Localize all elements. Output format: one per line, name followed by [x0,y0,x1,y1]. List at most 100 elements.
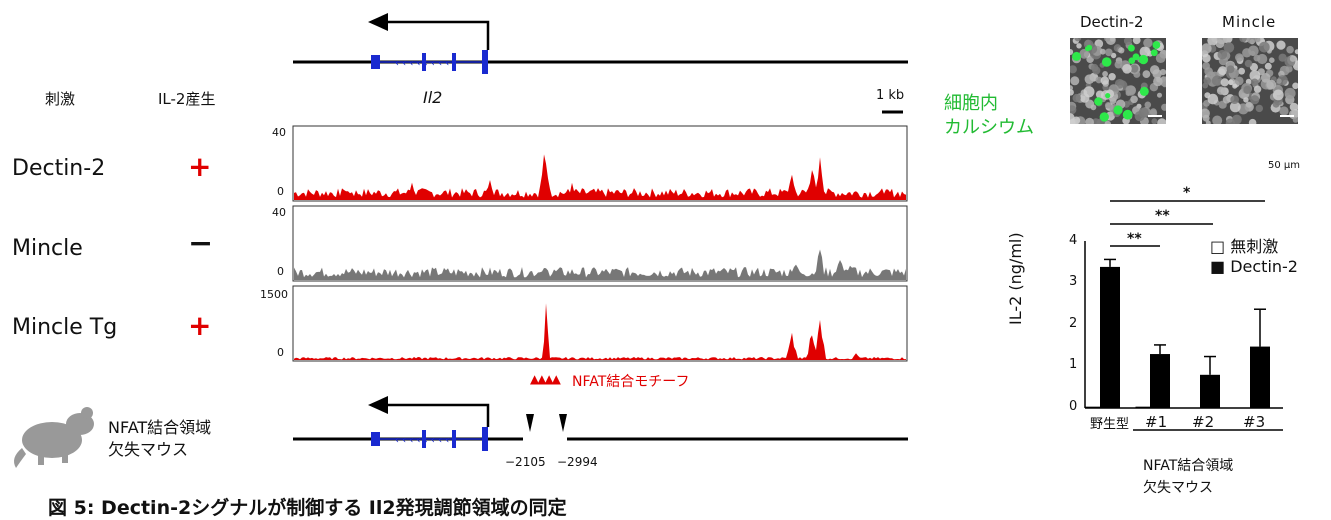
cell [1130,95,1138,104]
cell [1264,62,1272,70]
image-scale-label: 50 μm [1268,160,1301,171]
cell [1230,95,1239,104]
cell [1258,41,1270,53]
bar-unstimulated [1135,406,1151,409]
cell [1234,76,1244,86]
cell [1289,55,1296,62]
cell [1096,41,1103,47]
sig-label-2: ** [1155,208,1170,224]
cell [1104,120,1111,124]
cell [1114,60,1123,69]
calcium-image-dectin2 [1070,38,1166,124]
cell [1105,48,1113,57]
track2-ymin: 0 [277,265,284,278]
legend-unstimulated-label: 無刺激 [1230,237,1279,256]
cell [1157,92,1162,98]
row-sign-mincle: − [188,226,214,261]
calcium-label-2: カルシウム [944,117,1034,138]
cell [1243,85,1252,94]
cell [1276,78,1282,84]
cell [1161,103,1166,111]
deletion-pos-2105: −2105 [505,455,546,469]
gene-model-knockout: ‹ ‹ ‹ ‹ ‹ ‹ ‹ ‹ [293,396,908,451]
calcium-panel2-title: Mincle [1222,13,1277,31]
cell [1108,73,1116,81]
cell [1070,89,1074,96]
calcium-spot [1094,97,1103,106]
cell [1223,42,1235,53]
cell [1090,104,1097,111]
calcium-spot [1128,57,1136,64]
cell [1279,106,1289,116]
track1-ymax: 40 [272,126,286,139]
scale-bar-label: 1 kb [876,88,905,103]
bar-dectin2 [1250,346,1270,408]
il2-bar-chart [1084,200,1283,431]
calcium-spot [1150,49,1158,57]
cell [1269,57,1275,63]
row-label-dectin2: Dectin-2 [12,156,106,181]
stimulus-header: 刺激 [45,90,76,108]
il2-production-header: IL-2産生 [158,90,216,108]
cell [1132,38,1141,45]
ytick-2: 2 [1069,316,1078,331]
chart-ylabel: IL-2 (ng/ml) [1006,232,1025,325]
cell [1070,113,1075,123]
cell [1083,86,1095,98]
calcium-spot [1113,105,1123,115]
cell [1150,65,1160,75]
cell [1095,76,1103,84]
cell [1085,117,1094,124]
cell [1202,114,1210,122]
cell [1139,46,1151,58]
cell [1109,38,1116,42]
cell [1102,71,1108,77]
signal-area [294,154,906,200]
track-frame-1 [292,125,908,202]
track-mincle-tg-signal [294,303,906,360]
cell [1070,76,1080,86]
cell [1238,67,1245,75]
mouse-icon [14,407,94,468]
cell [1125,90,1132,96]
cell [1202,43,1212,54]
cell [1226,65,1235,74]
cell [1079,48,1090,59]
track-mincle-signal [294,249,906,280]
cell [1266,79,1277,90]
knockout-mouse-label-2: 欠失マウス [108,440,189,459]
track-dectin2-signal [294,154,906,200]
knockout-mouse-label-1: NFAT結合領域 [108,418,212,437]
sig-label-1: ** [1127,231,1142,247]
cell [1278,53,1287,62]
cell [1250,78,1259,87]
xtick-wildtype: 野生型 [1090,417,1130,432]
cell [1243,97,1249,103]
cell [1245,101,1252,108]
row-sign-dectin2: + [188,150,212,183]
cell [1255,38,1261,43]
cell [1220,78,1229,87]
gene-name-il2: Il2 [423,88,443,107]
calcium-spot [1139,86,1149,96]
cell [1249,70,1261,81]
cell [1133,70,1141,78]
calcium-spot [1072,51,1081,61]
cell [1084,74,1095,84]
cell [1289,102,1298,112]
cell [1286,45,1294,54]
cell [1072,93,1081,103]
calcium-spot [1128,44,1135,52]
calcium-spot [1138,54,1149,65]
figure-canvas: ‹ ‹ ‹ ‹ ‹ ‹ ‹ ‹ ‹ ‹ ‹ ‹ ‹ ‹ ‹ ‹ [14,13,1283,468]
cell [1076,43,1082,49]
calcium-spot [1101,57,1112,67]
cell [1250,95,1260,105]
group-label-2: 欠失マウス [1143,480,1213,496]
cell [1244,59,1253,68]
cell [1123,38,1133,45]
cell [1074,38,1082,42]
cell [1160,69,1166,76]
row-label-mincle: Mincle [12,236,83,261]
legend-unstimulated: □ 無刺激 [1210,237,1279,256]
